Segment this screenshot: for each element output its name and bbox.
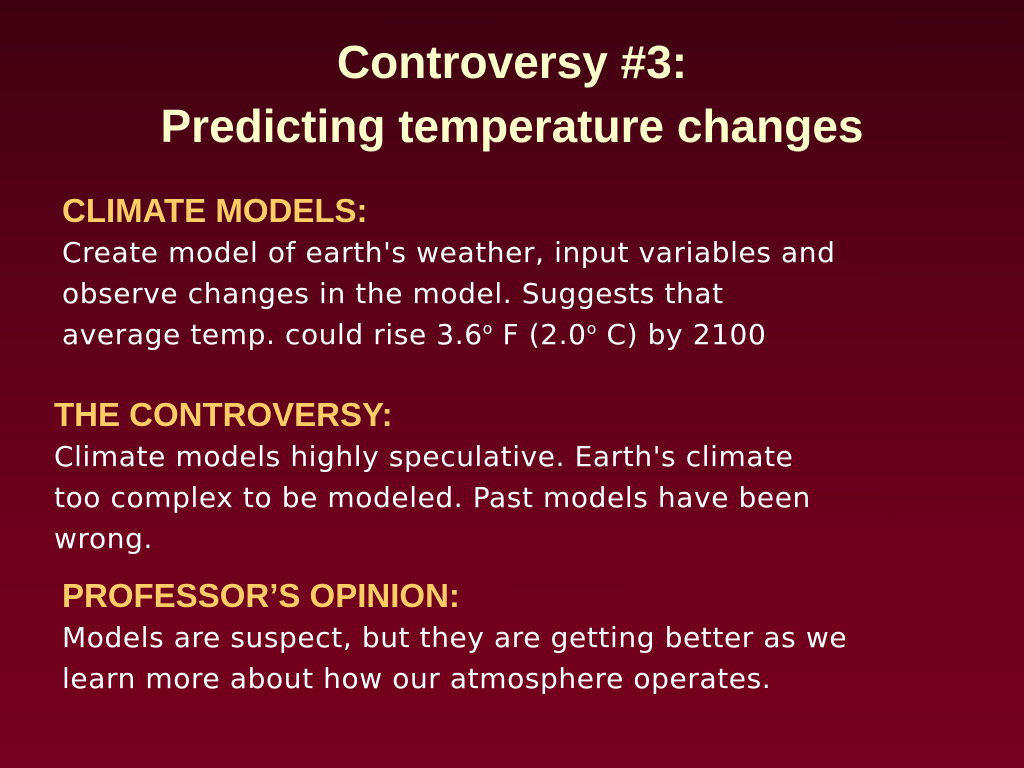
- superscript: o: [482, 319, 494, 338]
- body-line: Climate models highly speculative. Earth…: [54, 440, 794, 473]
- superscript: o: [586, 319, 597, 338]
- body-line: wrong.: [54, 522, 153, 555]
- body-line: too complex to be modeled. Past models h…: [54, 481, 811, 514]
- section-heading: THE CONTROVERSY:: [54, 396, 393, 433]
- section-heading: PROFESSOR’S OPINION:: [62, 577, 460, 614]
- section-heading: CLIMATE MODELS:: [62, 192, 368, 229]
- section: CLIMATE MODELS: Create model of earth's w…: [62, 190, 836, 355]
- body-line: average temp. could rise 3.6o F (2.0o C)…: [62, 314, 836, 355]
- section: THE CONTROVERSY: Climate models highly sp…: [54, 394, 811, 559]
- body-line: Create model of earth's weather, input v…: [62, 236, 836, 269]
- section: PROFESSOR’S OPINION: Models are suspect, …: [62, 575, 847, 699]
- body-line: observe changes in the model. Suggests t…: [62, 277, 724, 310]
- text-run: F (2.0: [493, 318, 587, 351]
- slide-title: Controversy #3: Predicting temperature ch…: [0, 30, 1024, 158]
- title-line: Predicting temperature changes: [160, 100, 864, 152]
- text-run: C) by 2100: [596, 318, 767, 351]
- title-line: Controversy #3:: [336, 36, 688, 88]
- text-run: average temp. could rise 3.6: [62, 318, 483, 351]
- body-line: Models are suspect, but they are getting…: [62, 621, 848, 654]
- body-line: learn more about how our atmosphere oper…: [62, 662, 772, 695]
